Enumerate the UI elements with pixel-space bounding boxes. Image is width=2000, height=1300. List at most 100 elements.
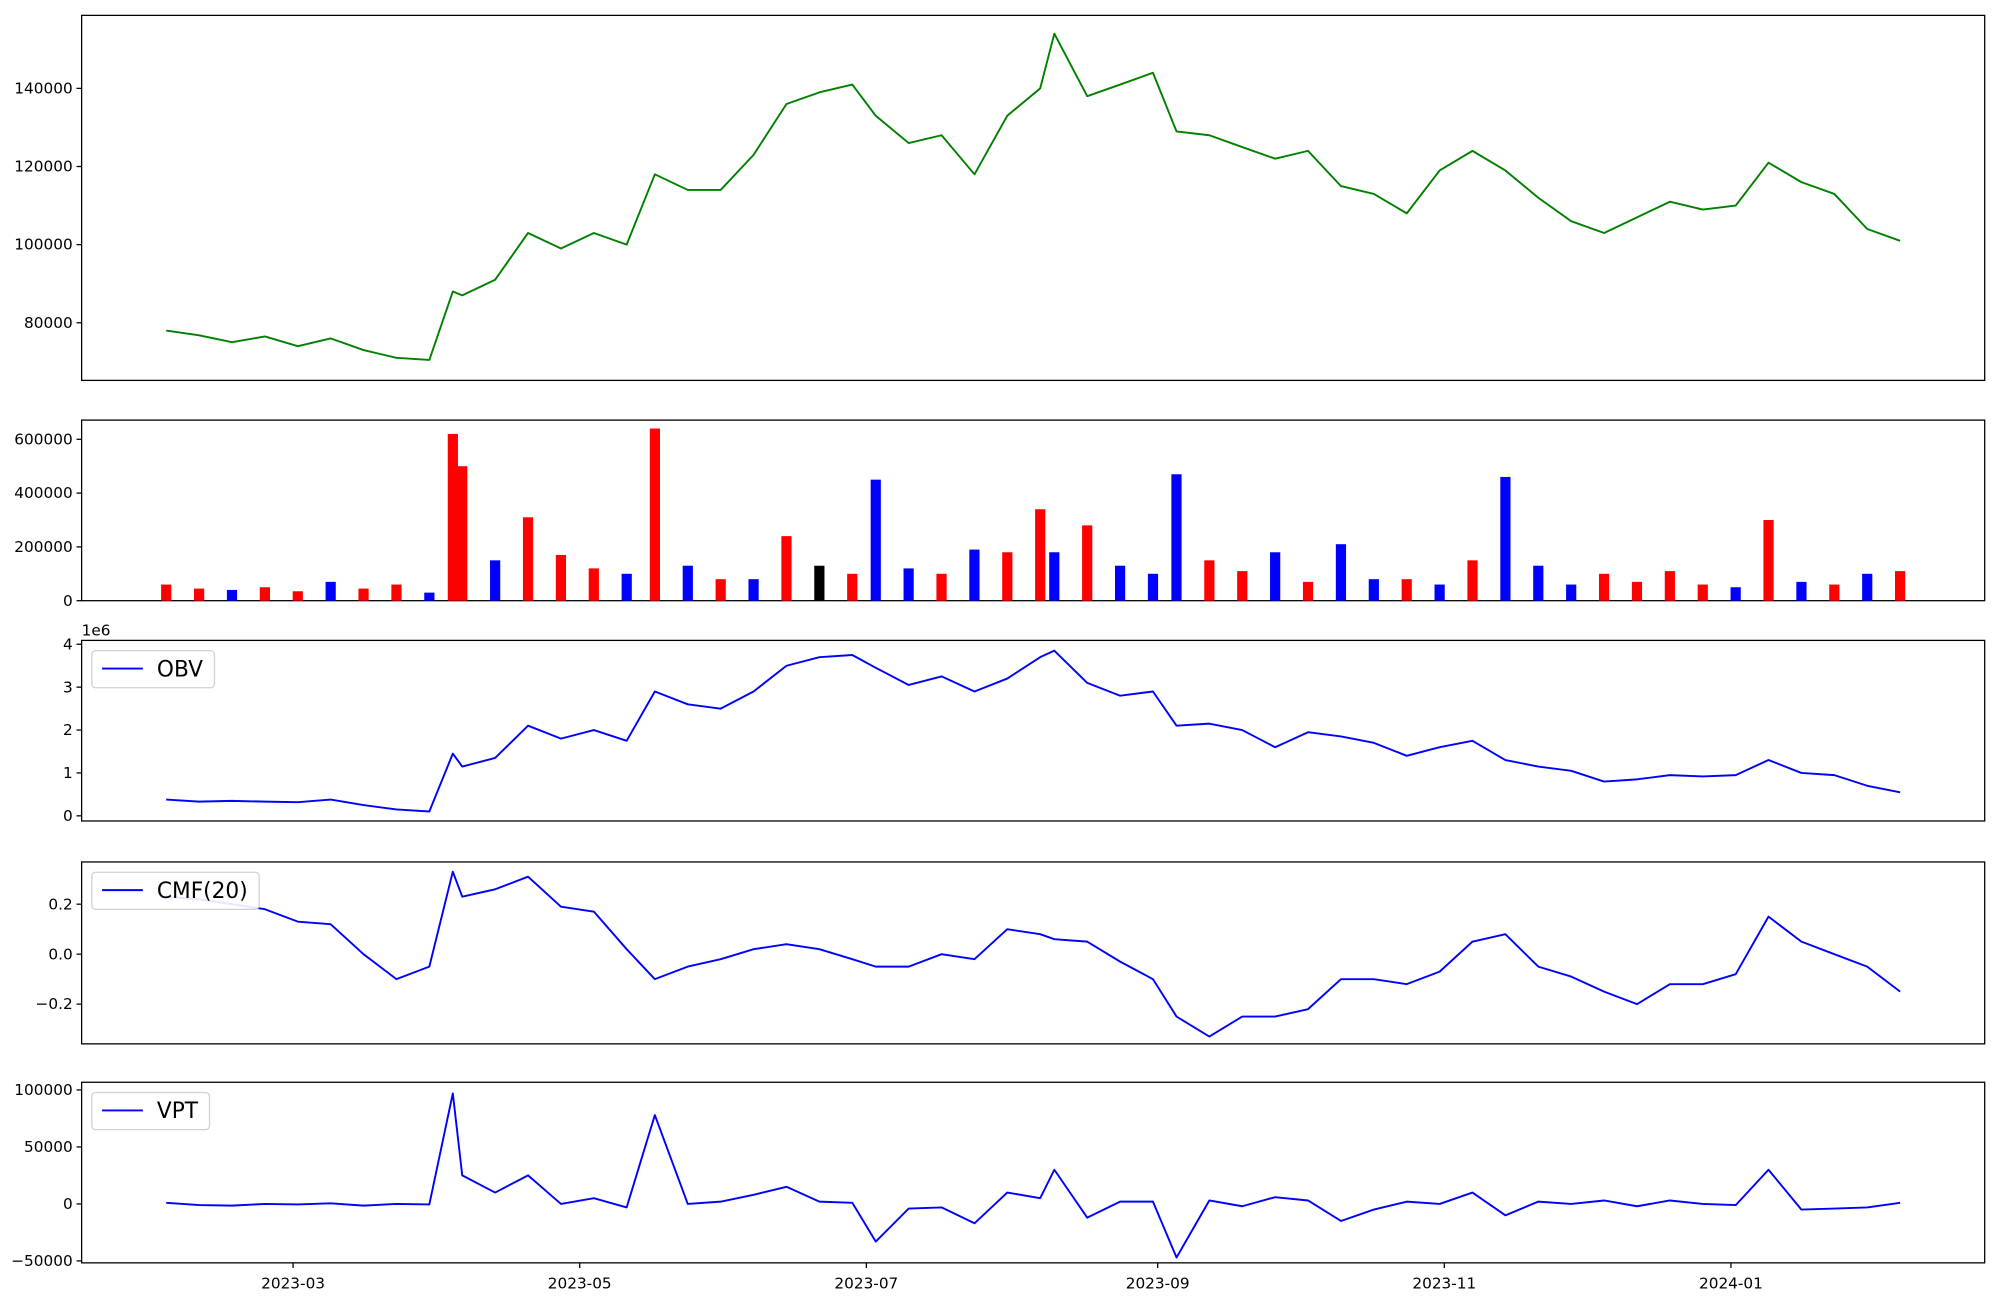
bar <box>1664 571 1675 601</box>
legend: CMF(20) <box>91 871 260 910</box>
y-tick-label: 0.2 <box>48 895 72 913</box>
bar <box>259 587 270 601</box>
y-offset-label: 1e6 <box>82 621 111 639</box>
bar <box>447 433 458 601</box>
y-tick-label: 600000 <box>14 430 72 448</box>
bar <box>1566 584 1577 601</box>
bar <box>969 549 980 601</box>
bar <box>490 560 501 601</box>
bar <box>1730 587 1741 601</box>
line <box>166 32 1901 361</box>
y-tick-label: 50000 <box>24 1138 73 1156</box>
bar <box>325 581 336 601</box>
legend: OBV <box>91 650 216 689</box>
bar <box>226 589 238 601</box>
bar <box>1335 544 1347 601</box>
bar <box>522 517 534 601</box>
y-tick-label: −50000 <box>11 1252 72 1270</box>
bar <box>682 565 693 601</box>
bar <box>292 591 303 601</box>
bar <box>1049 552 1060 601</box>
y-tick-label: 0 <box>63 1195 73 1213</box>
bar <box>715 579 726 601</box>
y-tick-label: 0 <box>63 592 73 610</box>
legend: VPT <box>91 1091 211 1131</box>
y-tick-label: 100000 <box>14 1081 72 1099</box>
bar <box>424 592 435 601</box>
bar <box>1147 573 1159 601</box>
bar <box>1895 571 1906 601</box>
bar <box>555 554 567 601</box>
axes-frame <box>80 639 1986 822</box>
bar <box>1270 552 1281 601</box>
bar <box>1533 565 1544 601</box>
bar <box>358 588 369 601</box>
bar <box>1434 584 1445 601</box>
bar <box>194 588 205 601</box>
x-tick-label: 2023-03 <box>261 1274 325 1292</box>
bar <box>161 584 172 601</box>
legend-label: VPT <box>157 1099 199 1124</box>
bar <box>1598 573 1610 601</box>
bar <box>1204 560 1215 601</box>
bar <box>1002 552 1013 601</box>
y-tick-label: 400000 <box>14 484 72 502</box>
y-tick-label: −0.2 <box>36 995 73 1013</box>
legend-label: CMF(20) <box>157 879 248 904</box>
bar <box>588 568 599 601</box>
axes-frame <box>80 419 1986 602</box>
bar <box>457 466 468 601</box>
x-tick-label: 2024-01 <box>1699 1274 1763 1292</box>
legend-box <box>91 871 260 910</box>
bar <box>391 584 402 601</box>
bar <box>1763 519 1774 601</box>
bar <box>649 428 661 601</box>
bar <box>1035 509 1046 601</box>
bar <box>1401 579 1412 601</box>
x-tick-label: 2023-09 <box>1126 1274 1190 1292</box>
legend-label: OBV <box>157 657 203 682</box>
bar <box>1302 581 1314 601</box>
bar <box>1862 573 1873 601</box>
bar <box>621 573 632 601</box>
x-tick-label: 2023-11 <box>1412 1274 1476 1292</box>
bar <box>1171 474 1182 601</box>
bar <box>936 573 947 601</box>
y-tick-label: 3 <box>63 678 73 696</box>
bar <box>814 565 825 601</box>
bar <box>1829 584 1840 601</box>
bar <box>1500 476 1511 601</box>
y-tick-label: 0 <box>63 807 73 825</box>
bar <box>1467 560 1478 601</box>
line <box>166 1092 1901 1259</box>
y-tick-label: 140000 <box>14 79 72 97</box>
bar <box>870 479 881 601</box>
legend-box <box>91 1091 211 1131</box>
y-tick-label: 2 <box>63 721 73 739</box>
bar <box>1237 571 1248 601</box>
bar <box>1114 565 1126 601</box>
bar <box>1082 525 1093 601</box>
bar <box>1631 581 1643 601</box>
bar <box>748 579 759 601</box>
y-tick-label: 200000 <box>14 538 72 556</box>
y-tick-label: 1 <box>63 764 73 782</box>
bar <box>781 536 792 601</box>
axes-frame <box>80 1081 1986 1264</box>
y-tick-label: 100000 <box>14 236 72 254</box>
bar <box>1796 581 1807 601</box>
bar <box>1368 579 1379 601</box>
axes-frame <box>80 14 1986 382</box>
legend-box <box>91 650 216 689</box>
bar <box>903 568 914 601</box>
y-tick-label: 4 <box>63 635 73 653</box>
line <box>166 649 1901 813</box>
y-tick-label: 80000 <box>24 314 73 332</box>
y-tick-label: 120000 <box>14 158 72 176</box>
x-tick-label: 2023-07 <box>834 1274 898 1292</box>
bar <box>1697 584 1708 601</box>
bar <box>847 573 858 601</box>
y-tick-label: 0.0 <box>48 945 72 963</box>
x-tick-label: 2023-05 <box>548 1274 612 1292</box>
